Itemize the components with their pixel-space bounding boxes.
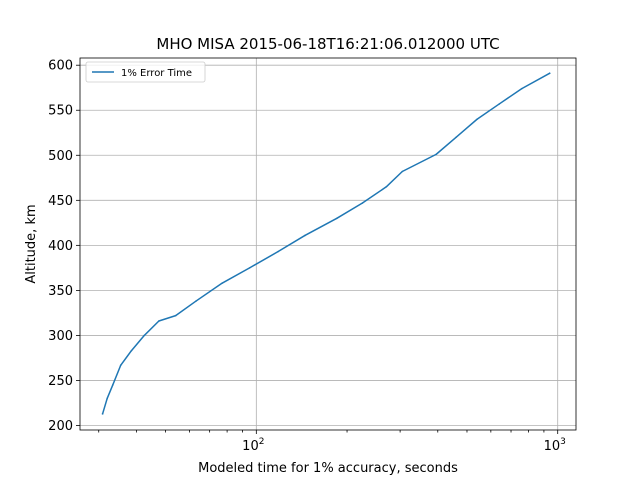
data-point: [106, 397, 108, 400]
data-point: [361, 202, 364, 204]
data-point: [435, 153, 437, 156]
data-point: [174, 314, 177, 317]
data-point: [248, 267, 251, 269]
data-point: [385, 186, 388, 188]
x-axis-label: Modeled time for 1% accuracy, seconds: [198, 461, 458, 476]
data-point: [277, 250, 279, 253]
y-axis-label: Altitude, km: [24, 204, 39, 283]
data-point: [304, 234, 306, 237]
data-point: [158, 320, 160, 322]
y-tick-label: 600: [48, 59, 73, 74]
data-point: [119, 364, 122, 366]
series-layer: [101, 72, 551, 415]
legend-entry-label: 1% Error Time: [121, 68, 192, 79]
data-point: [476, 118, 478, 121]
data-point: [195, 300, 197, 303]
y-tick-label: 450: [48, 194, 73, 209]
y-tick-label: 250: [48, 374, 73, 389]
data-point: [520, 87, 523, 90]
y-axis-ticks: 200 250 300 350 400 450 500 550 600: [48, 59, 80, 434]
data-point: [221, 282, 223, 284]
y-tick-label: 200: [48, 419, 73, 434]
data-point: [455, 136, 457, 139]
y-tick-label: 550: [48, 104, 73, 119]
chart-title: MHO MISA 2015-06-18T16:21:06.012000 UTC: [156, 35, 499, 53]
data-point: [336, 217, 338, 220]
grid-lines: [80, 58, 576, 430]
plot-area-frame: [79, 57, 577, 431]
x-tick-label: 103: [544, 437, 566, 454]
data-point: [401, 170, 404, 173]
y-tick-label: 400: [48, 239, 73, 254]
data-point: [548, 72, 551, 75]
data-point: [143, 334, 146, 337]
data-point: [111, 384, 114, 386]
data-point: [498, 103, 501, 105]
legend-box: [85, 61, 206, 83]
y-tick-label: 300: [48, 329, 73, 344]
y-tick-label: 350: [48, 284, 73, 299]
legend: 1% Error Time: [85, 61, 206, 83]
x-tick-label: 102: [242, 437, 264, 454]
data-point: [130, 349, 133, 352]
data-point: [101, 412, 104, 415]
x-axis-ticks: 102 103: [98, 430, 566, 454]
y-tick-label: 500: [48, 149, 73, 164]
